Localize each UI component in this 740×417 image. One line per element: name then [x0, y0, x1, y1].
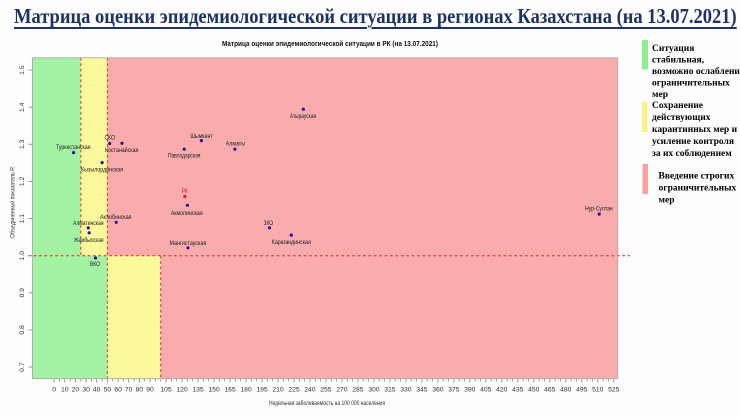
svg-text:ЗКО: ЗКО [264, 220, 274, 227]
svg-text:10: 10 [61, 386, 69, 393]
svg-text:Матрица оценки эпидемиологичес: Матрица оценки эпидемиологической ситуац… [222, 39, 439, 48]
svg-text:210: 210 [272, 386, 284, 393]
svg-text:435: 435 [512, 386, 524, 393]
svg-text:0.9: 0.9 [19, 288, 26, 298]
svg-text:345: 345 [416, 386, 428, 393]
svg-text:Кызылординская: Кызылординская [81, 166, 123, 173]
svg-text:Сохранение: Сохранение [652, 101, 703, 111]
svg-text:510: 510 [592, 386, 604, 393]
svg-text:1.2: 1.2 [19, 176, 26, 186]
svg-text:стабильная,: стабильная, [652, 54, 705, 65]
svg-text:150: 150 [208, 386, 220, 393]
svg-text:80: 80 [136, 386, 144, 393]
svg-text:Мангистауская: Мангистауская [170, 240, 207, 247]
svg-text:за их соблюдением: за их соблюдением [652, 148, 732, 159]
svg-text:225: 225 [288, 386, 300, 393]
svg-text:450: 450 [528, 386, 540, 393]
svg-text:70: 70 [125, 386, 133, 393]
svg-text:120: 120 [176, 386, 188, 393]
svg-text:Туркестанская: Туркестанская [56, 144, 91, 151]
svg-text:СКО: СКО [105, 135, 115, 142]
svg-text:465: 465 [544, 386, 556, 393]
svg-text:Недельная заболеваемость на 10: Недельная заболеваемость на 100 000 насе… [269, 399, 385, 407]
svg-text:525: 525 [608, 386, 620, 393]
svg-text:Ситуация: Ситуация [652, 44, 694, 54]
svg-text:1.0: 1.0 [19, 251, 26, 261]
svg-text:ограничительных: ограничительных [659, 184, 737, 194]
svg-text:мер: мер [659, 196, 675, 206]
svg-text:усиление контроля: усиление контроля [652, 137, 734, 147]
svg-text:Карагандинская: Карагандинская [272, 239, 311, 246]
svg-text:1.3: 1.3 [19, 139, 26, 149]
svg-text:270: 270 [336, 386, 348, 393]
svg-text:495: 495 [576, 386, 588, 393]
svg-text:90: 90 [146, 386, 154, 393]
svg-text:ВКО: ВКО [90, 261, 100, 268]
svg-text:возможно ослабление: возможно ослабление [652, 66, 740, 77]
svg-text:ограничительных: ограничительных [652, 79, 730, 89]
svg-text:действующих: действующих [652, 112, 711, 123]
svg-text:1.1: 1.1 [19, 214, 26, 224]
svg-text:20: 20 [72, 386, 80, 393]
svg-text:50: 50 [104, 386, 112, 393]
svg-text:40: 40 [93, 386, 101, 393]
svg-text:375: 375 [448, 386, 460, 393]
svg-text:105: 105 [160, 386, 172, 393]
svg-text:РК: РК [182, 188, 189, 195]
svg-text:Алматинская: Алматинская [73, 220, 104, 227]
svg-text:Нур-Султан: Нур-Султан [585, 205, 613, 212]
svg-text:Введение строгих: Введение строгих [659, 172, 735, 182]
svg-text:180: 180 [240, 386, 252, 393]
svg-text:240: 240 [304, 386, 316, 393]
svg-text:135: 135 [192, 386, 204, 393]
svg-text:285: 285 [352, 386, 364, 393]
svg-text:Жамбылская: Жамбылская [74, 236, 104, 244]
svg-text:Объединенный показатель R: Объединенный показатель R [9, 167, 17, 238]
svg-text:Атырауская: Атырауская [290, 113, 317, 120]
svg-text:карантинных мер и: карантинных мер и [652, 125, 738, 135]
svg-text:1.4: 1.4 [19, 102, 26, 112]
svg-text:420: 420 [496, 386, 508, 393]
svg-text:30: 30 [82, 386, 90, 393]
svg-text:Шымкент: Шымкент [190, 133, 212, 140]
svg-text:60: 60 [114, 386, 122, 393]
svg-text:480: 480 [560, 386, 572, 393]
svg-text:1.5: 1.5 [19, 65, 26, 75]
svg-text:Актюбинская: Актюбинская [100, 213, 132, 221]
svg-text:315: 315 [384, 386, 396, 393]
svg-text:мер: мер [652, 90, 668, 100]
svg-text:0.7: 0.7 [19, 362, 26, 372]
svg-text:0.8: 0.8 [19, 325, 26, 335]
svg-text:300: 300 [368, 386, 380, 393]
svg-text:Акмолинская: Акмолинская [171, 210, 203, 217]
svg-text:255: 255 [320, 386, 332, 393]
svg-text:Алматы: Алматы [226, 141, 245, 148]
svg-text:405: 405 [480, 386, 492, 393]
svg-text:360: 360 [432, 386, 444, 393]
svg-text:330: 330 [400, 386, 412, 393]
svg-text:195: 195 [256, 386, 268, 393]
svg-text:Павлодарская: Павлодарская [168, 152, 201, 159]
svg-text:165: 165 [224, 386, 236, 393]
svg-text:Костанайская: Костанайская [105, 146, 139, 154]
svg-text:390: 390 [464, 386, 476, 393]
svg-text:0: 0 [52, 386, 56, 393]
